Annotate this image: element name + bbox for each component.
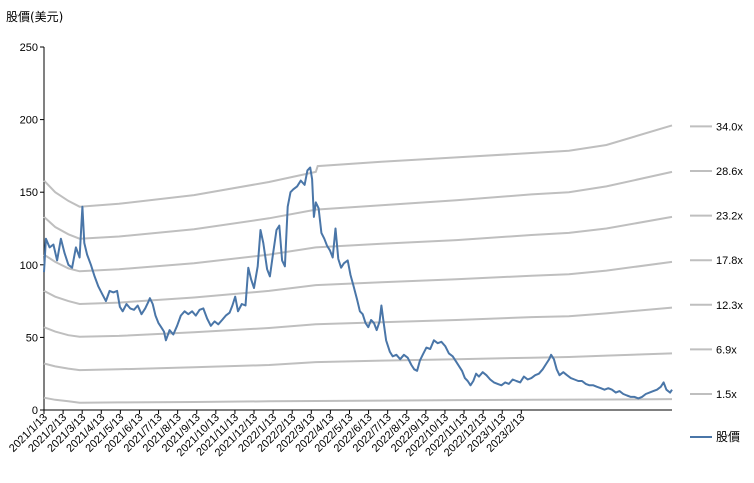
band-label: 12.3x (716, 300, 743, 312)
y-tick-label: 200 (20, 115, 38, 127)
band-label: 28.6x (716, 166, 743, 178)
legend-price-label: 股價 (716, 430, 740, 444)
band-label: 1.5x (716, 389, 737, 401)
y-tick-label: 100 (20, 260, 38, 272)
pe-band-labels: 1.5x 6.9x 12.3x 17.8x 23.2x 28.6x 34.0x (690, 121, 743, 401)
pe-band-6.9x (43, 352, 673, 372)
band-label: 17.8x (716, 255, 743, 267)
band-label: 34.0x (716, 121, 743, 133)
y-axis-title: 股價(美元) (6, 10, 63, 24)
pe-band-34.0x (43, 124, 673, 208)
price-series (43, 166, 673, 400)
band-label: 6.9x (716, 344, 737, 356)
pe-band-lines (43, 124, 673, 404)
legend: 股價 (690, 430, 740, 444)
pe-band-12.3x (43, 306, 673, 338)
pe-band-23.2x (43, 215, 673, 273)
pe-band-1.5x (43, 396, 673, 404)
band-label: 23.2x (716, 211, 743, 223)
y-axis: 0 50 100 150 200 250 (20, 42, 45, 417)
pe-band-17.8x (43, 260, 673, 306)
pe-band-28.6x (43, 170, 673, 240)
y-tick-label: 150 (20, 187, 38, 199)
y-tick-label: 0 (32, 405, 38, 417)
x-axis: 2021/1/132021/2/132021/3/132021/4/132021… (7, 409, 672, 459)
y-tick-label: 50 (26, 332, 38, 344)
y-tick-label: 250 (20, 42, 38, 54)
price-line (43, 166, 673, 400)
